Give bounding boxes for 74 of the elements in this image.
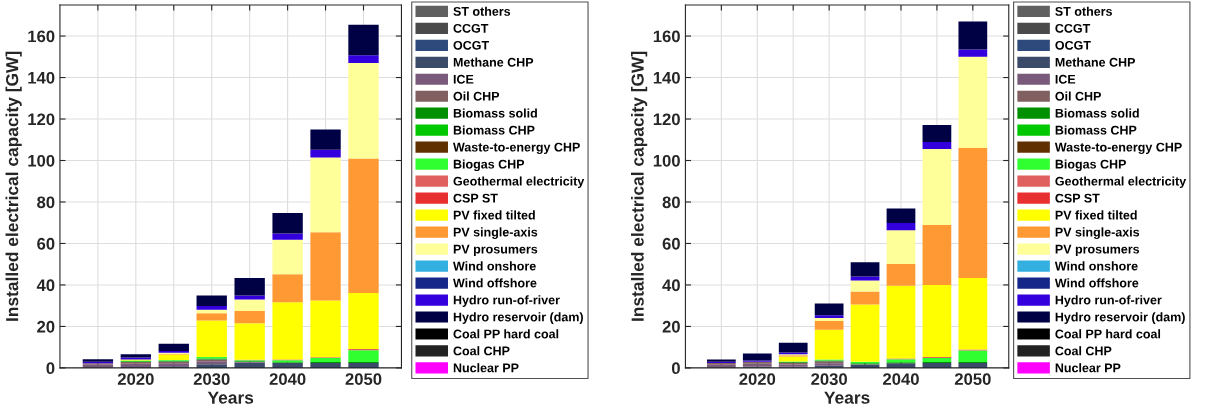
y-tick-label: 0 — [46, 362, 55, 375]
legend-label: PV single-axis — [453, 227, 538, 240]
legend-label: CSP ST — [453, 193, 498, 203]
x-tick-label: 2050 — [954, 373, 991, 386]
legend-label: PV fixed tilted — [1055, 210, 1137, 220]
legend-label: Wind offshore — [1054, 278, 1139, 288]
legend-label: Oil CHP — [1055, 91, 1101, 101]
legend-label: PV prosumers — [1055, 244, 1140, 257]
legend-label: PV fixed tilted — [453, 210, 535, 220]
y-axis-title: Installed electrical capacity [GW] — [631, 51, 648, 321]
legend-label: Coal CHP — [1055, 346, 1112, 356]
y-tick-label: 80 — [37, 196, 55, 209]
legend-label: Hydro reservoir (dam) — [1055, 312, 1185, 324]
legend-label: Nuclear PP — [453, 363, 519, 373]
y-tick-label: 100 — [653, 154, 680, 167]
legend-label: Waste-to-energy CHP — [1054, 142, 1182, 155]
legend-label: Nuclear PP — [1055, 363, 1121, 373]
y-tick-label: 40 — [662, 279, 680, 292]
legend-label: Biogas CHP — [1055, 159, 1126, 172]
legend-label: Biomass CHP — [453, 125, 535, 135]
y-tick-label: 140 — [28, 71, 55, 84]
legend-label: OCGT — [453, 40, 489, 50]
legend-label: Biogas CHP — [453, 159, 525, 172]
x-tick-label: 2040 — [883, 373, 919, 386]
legend-label: CCGT — [453, 23, 489, 33]
legend-label: Methane CHP — [1055, 57, 1135, 67]
y-tick-label: 0 — [671, 362, 680, 375]
y-tick-label: 160 — [653, 30, 680, 43]
legend-label: ICE — [1055, 74, 1076, 84]
legend-label: Methane CHP — [453, 57, 534, 67]
y-tick-label: 60 — [37, 237, 55, 250]
legend-label: Coal PP hard coal — [1055, 329, 1161, 339]
x-tick-label: 2050 — [345, 373, 382, 386]
legend-label: OCGT — [1055, 40, 1091, 50]
y-tick-label: 80 — [662, 196, 680, 209]
x-tick-label: 2030 — [193, 373, 230, 386]
legend-label: Biomass solid — [453, 108, 537, 118]
y-tick-label: 20 — [662, 320, 680, 333]
legend-label: Hydro run-of-river — [453, 295, 560, 307]
x-tick-label: 2040 — [269, 373, 306, 386]
legend-label: CSP ST — [1055, 193, 1100, 203]
legend-label: Biomass CHP — [1055, 125, 1137, 135]
y-tick-label: 160 — [28, 30, 55, 43]
y-tick-label: 140 — [653, 71, 680, 84]
y-tick-label: 20 — [37, 320, 55, 333]
legend-label: Oil CHP — [453, 91, 500, 101]
x-axis-title: Years — [207, 391, 254, 404]
y-tick-label: 120 — [28, 113, 55, 126]
legend-label: Coal PP hard coal — [453, 329, 559, 339]
legend-label: PV prosumers — [453, 244, 538, 257]
x-tick-label: 2020 — [117, 373, 154, 386]
y-tick-label: 40 — [36, 279, 55, 292]
legend-label: Geothermal electricity — [453, 176, 585, 189]
legend-label: Wind onshore — [1054, 261, 1138, 271]
y-tick-label: 100 — [28, 154, 55, 167]
legend-label: ST others — [453, 6, 511, 16]
legend-label: Hydro reservoir (dam) — [453, 312, 583, 324]
y-tick-label: 60 — [662, 237, 680, 250]
legend-label: Biomass solid — [1055, 108, 1139, 118]
legend-label: Coal CHP — [453, 346, 510, 356]
legend-label: ST others — [1055, 6, 1112, 16]
legend-label: Geothermal electricity — [1055, 176, 1187, 189]
legend-label: ICE — [453, 74, 474, 84]
x-tick-label: 2020 — [739, 373, 776, 386]
legend-label: CCGT — [1055, 23, 1091, 33]
y-tick-label: 120 — [653, 113, 680, 126]
legend-label: Hydro run-of-river — [1055, 295, 1162, 307]
legend-label: Waste-to-energy CHP — [453, 142, 580, 155]
legend-label: Wind offshore — [453, 278, 537, 288]
x-axis-title: Years — [824, 391, 870, 404]
legend-label: PV single-axis — [1055, 227, 1140, 240]
y-axis-title: Installed electrical capacity [GW] — [5, 51, 22, 321]
x-tick-label: 2030 — [811, 373, 847, 386]
legend-label: Wind onshore — [453, 261, 536, 271]
